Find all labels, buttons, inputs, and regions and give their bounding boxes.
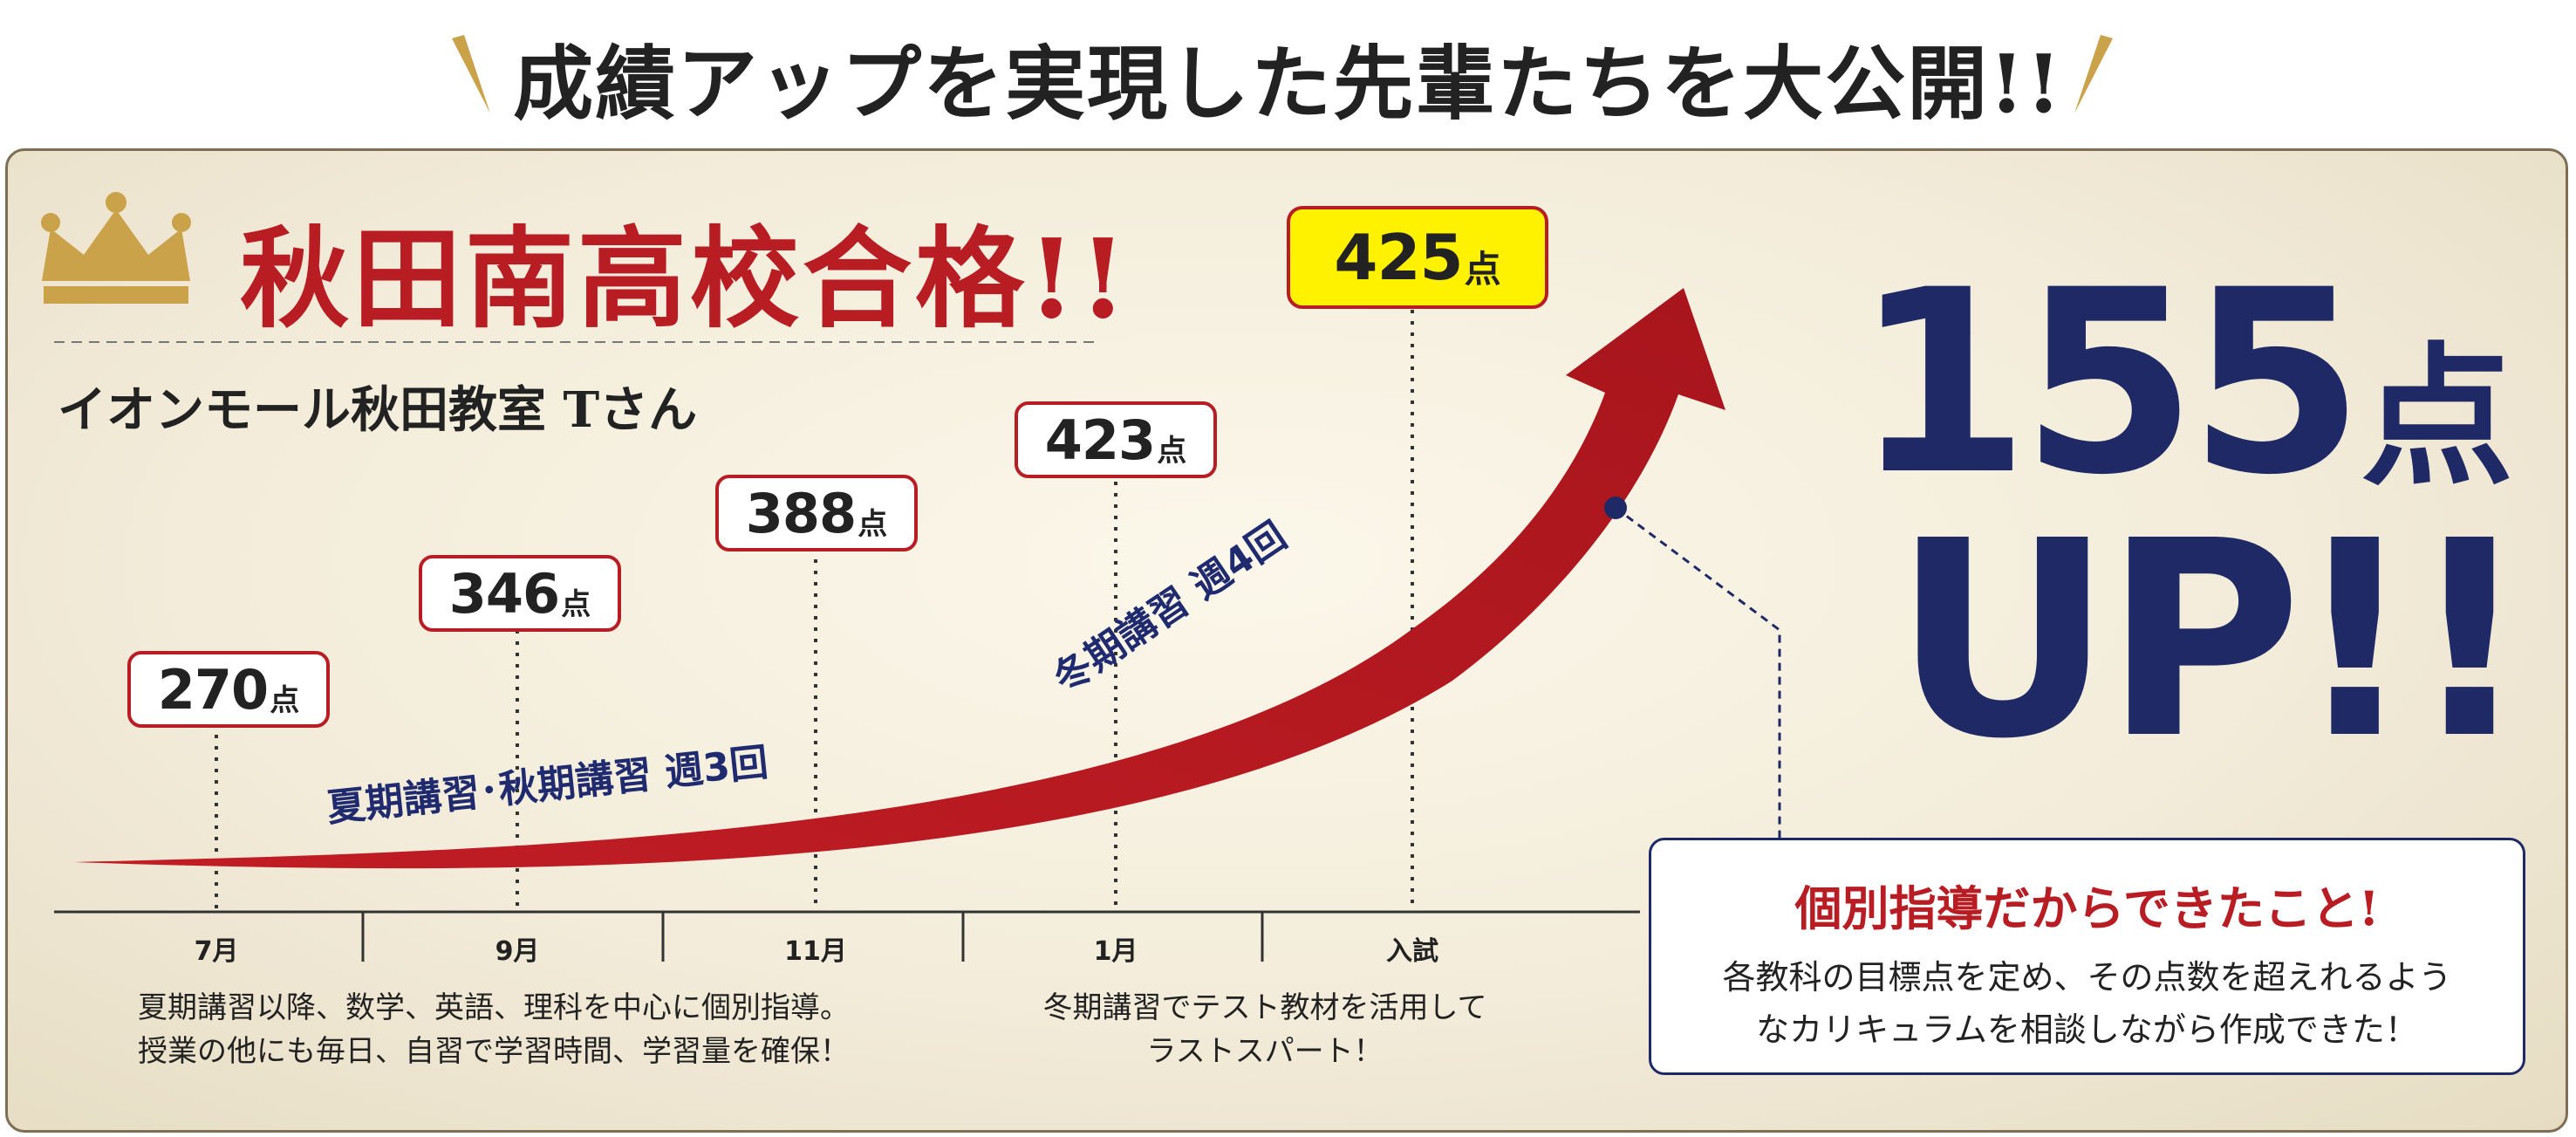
score-unit: 点 — [561, 586, 591, 622]
score-guide-lines — [215, 310, 1414, 912]
score-unit: 点 — [270, 682, 300, 718]
month-label: 7月 — [194, 936, 239, 967]
info-line: 各教科の目標点を定め、その点数を超えれるよう — [1722, 958, 2452, 997]
headline: 成績アップを実現した先輩たちを大公開!! — [513, 37, 2063, 131]
description-left: 夏期講習以降、数学、英語、理科を中心に個別指導。 授業の他にも毎日、自習で学習時… — [138, 986, 850, 1073]
gain-amount: 155点 — [1854, 253, 2513, 550]
score-badge-jul: 270 点 — [127, 651, 330, 728]
score-badge-sep: 346 点 — [419, 555, 621, 632]
leader-line — [1615, 506, 1781, 838]
gain-unit: 点 — [2361, 330, 2514, 507]
sparkle-right-icon — [2074, 35, 2113, 113]
description-line: 冬期講習でテスト教材を活用して — [1042, 990, 1487, 1025]
student-name: イオンモール秋田教室 Tさん — [58, 381, 698, 439]
score-value: 270 — [157, 657, 269, 722]
description-line: ラストスパート！ — [1146, 1034, 1384, 1069]
score-unit: 点 — [1157, 433, 1187, 469]
info-line: なカリキュラムを相談しながら作成できた！ — [1756, 1010, 2418, 1049]
score-value: 425 — [1334, 221, 1463, 294]
month-label: 1月 — [1093, 936, 1138, 967]
description-line: 夏期講習以降、数学、英語、理科を中心に個別指導。 — [138, 990, 850, 1025]
score-badge-nov: 388 点 — [715, 475, 918, 551]
score-unit: 点 — [858, 506, 888, 542]
info-box: 個別指導だからできたこと! 各教科の目標点を定め、その点数を超えれるよう なカリ… — [1649, 838, 2525, 1075]
sparkle-left-icon — [452, 35, 490, 113]
month-label: 9月 — [495, 936, 540, 967]
month-label: 11月 — [784, 936, 847, 967]
school-name: 秋田南高校合格!! — [240, 216, 1131, 343]
description-line: 授業の他にも毎日、自習で学習時間、学習量を確保！ — [138, 1034, 850, 1069]
score-value: 388 — [745, 481, 857, 545]
timeline-separators — [361, 912, 1264, 962]
score-badge-exam: 425 点 — [1287, 206, 1548, 309]
info-title: 個別指導だからできたこと! — [1794, 880, 2380, 936]
score-value: 346 — [448, 561, 560, 626]
info-body: 各教科の目標点を定め、その点数を超えれるよう なカリキュラムを相談しながら作成で… — [1651, 951, 2523, 1056]
description-right: 冬期講習でテスト教材を活用して ラストスパート！ — [1003, 986, 1527, 1073]
score-unit: 点 — [1464, 247, 1501, 291]
month-label: 入試 — [1386, 936, 1438, 967]
score-badge-jan: 423 点 — [1015, 401, 1217, 478]
gain-up: UP!! — [1893, 483, 2532, 798]
score-value: 423 — [1044, 408, 1156, 472]
gain-number: 155 — [1854, 236, 2364, 531]
crown-icon — [41, 192, 191, 304]
growth-arrow — [74, 288, 1725, 869]
